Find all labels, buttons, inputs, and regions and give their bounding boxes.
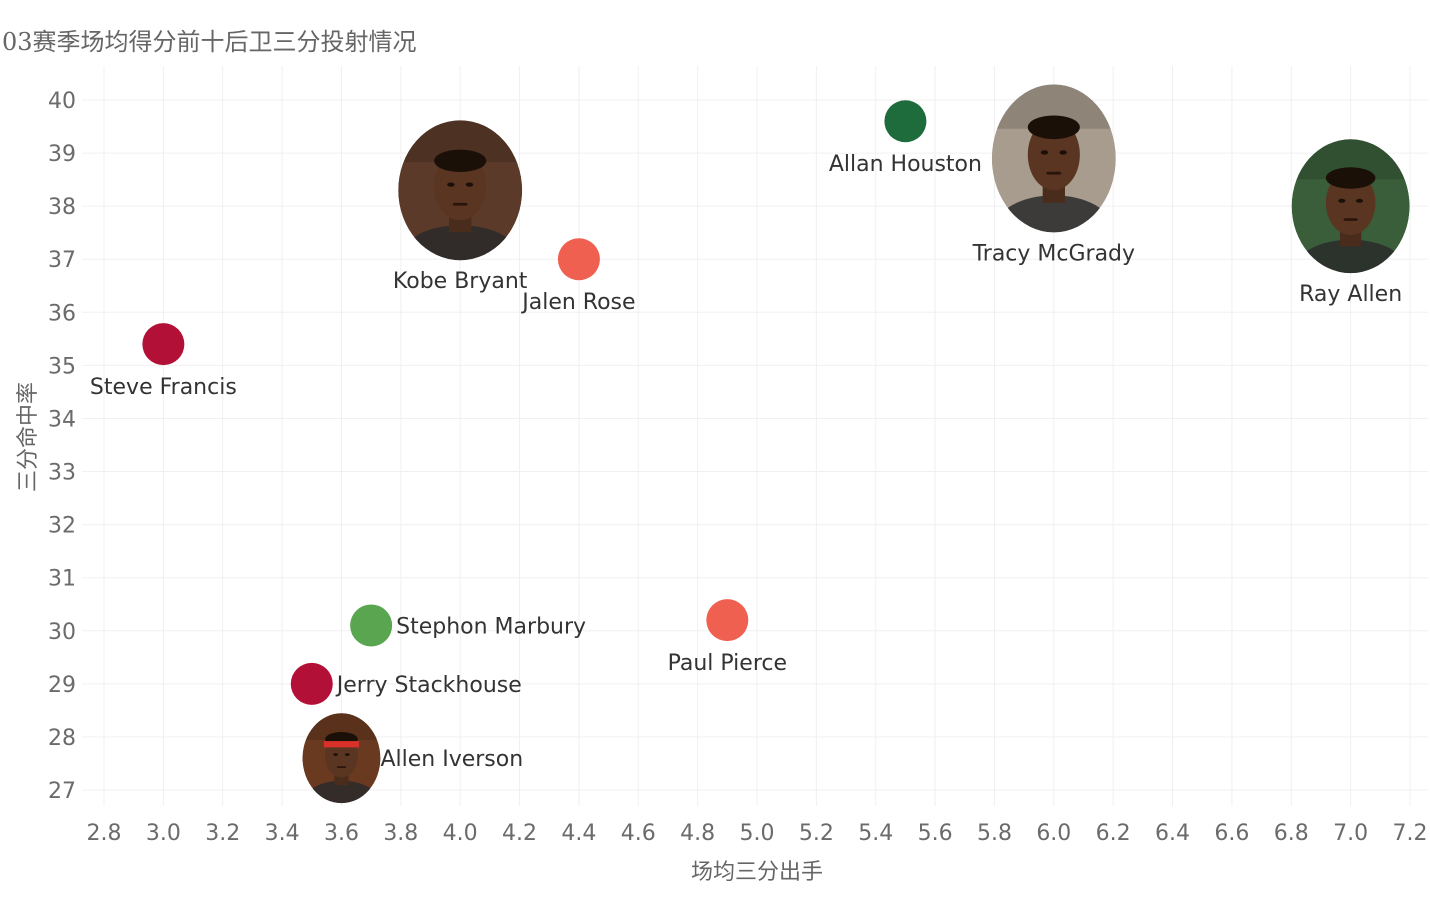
data-point-paul-pierce [706,599,749,642]
x-tick-label: 5.6 [918,821,953,846]
data-point-jerry-stackhouse [290,662,333,705]
x-tick-label: 5.0 [740,821,775,846]
x-axis-title: 场均三分出手 [691,860,823,885]
x-tick-label: 7.2 [1393,821,1428,846]
data-point-allan-houston [884,100,927,143]
y-tick-label: 32 [48,514,76,539]
x-tick-label: 4.8 [680,821,715,846]
data-point-steve-francis [142,323,185,366]
y-tick-label: 27 [48,779,76,804]
y-tick-label: 35 [48,354,76,379]
y-tick-label: 30 [48,620,76,645]
grid-lines [82,66,1428,806]
x-tick-label: 6.2 [1096,821,1131,846]
x-tick-label: 4.6 [621,821,656,846]
x-tick-label: 3.0 [146,821,181,846]
data-label-jalen-rose: Jalen Rose [520,290,635,315]
y-tick-label: 34 [48,407,76,432]
y-tick-label: 39 [48,142,76,167]
data-label-kobe-bryant: Kobe Bryant [393,269,528,294]
x-tick-label: 3.8 [383,821,418,846]
x-tick-label: 5.2 [799,821,834,846]
ray-allen-photo [1291,139,1410,274]
y-axis-title: 三分命中率 [16,382,41,492]
data-label-jerry-stackhouse: Jerry Stackhouse [335,673,522,698]
x-tick-label: 4.0 [443,821,478,846]
y-tick-label: 33 [48,461,76,486]
x-axis-ticks: 2.8 3.0 3.2 3.4 3.6 3.8 4.0 4.2 4.4 4.6 4.8 5.0 5.2 5… [87,821,1428,846]
data-label-allen-iverson: Allen Iverson [380,747,523,772]
data-label-steve-francis: Steve Francis [90,375,237,400]
y-axis-ticks: 27 28 29 30 31 32 33 34 35 36 37 38 39 40 [48,89,76,804]
y-tick-label: 40 [48,89,76,114]
y-tick-label: 38 [48,195,76,220]
y-tick-label: 37 [48,248,76,273]
data-point-jalen-rose [557,238,600,281]
y-axis-title-group: 三分命中率 [16,382,41,492]
x-tick-label: 2.8 [87,821,122,846]
data-label-paul-pierce: Paul Pierce [668,651,787,676]
data-label-allan-houston: Allan Houston [829,152,982,177]
x-tick-label: 4.2 [502,821,537,846]
data-label-stephon-marbury: Stephon Marbury [396,614,586,639]
x-tick-label: 6.8 [1274,821,1309,846]
kobe-bryant-photo [398,120,523,261]
x-tick-label: 4.4 [561,821,596,846]
x-tick-label: 6.4 [1155,821,1190,846]
y-tick-label: 29 [48,673,76,698]
data-labels: Kobe Bryant Allan Houston Tracy McGrady Ray… [90,152,1402,772]
x-tick-label: 5.4 [858,821,893,846]
x-tick-label: 6.6 [1214,821,1249,846]
y-tick-label: 28 [48,726,76,751]
data-label-tracy-mcgrady: Tracy McGrady [972,241,1135,266]
x-tick-label: 3.4 [265,821,300,846]
x-tick-label: 3.2 [205,821,240,846]
x-tick-label: 6.0 [1036,821,1071,846]
y-tick-label: 31 [48,567,76,592]
chart-title: 03赛季场均得分前十后卫三分投射情况 [2,28,417,56]
tracy-mcgrady-photo [991,84,1116,233]
data-points [142,84,1410,804]
x-tick-label: 5.8 [977,821,1012,846]
data-label-ray-allen: Ray Allen [1299,282,1402,307]
x-tick-label: 3.6 [324,821,359,846]
x-tick-label: 7.0 [1333,821,1368,846]
data-point-stephon-marbury [350,604,393,647]
y-tick-label: 36 [48,301,76,326]
